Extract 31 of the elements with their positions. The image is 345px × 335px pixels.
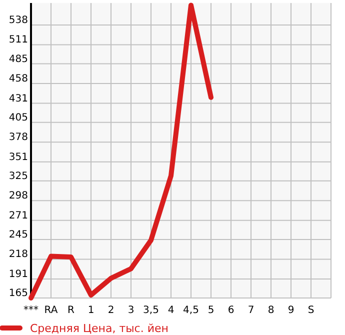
x-tick-label: 9 (288, 305, 294, 316)
y-tick-label: 431 (8, 93, 28, 104)
x-tick-label: R (68, 305, 75, 316)
y-tick-label: 271 (8, 210, 28, 222)
legend-label: Средняя Цена, тыс. йен (30, 322, 168, 335)
x-tick-label: 7 (248, 305, 254, 316)
x-tick-label: 4 (168, 305, 174, 316)
x-tick-label: *** (24, 305, 38, 316)
x-tick-label: 1 (88, 305, 94, 316)
x-tick-label: 3 (128, 305, 134, 316)
y-tick-label: 298 (8, 190, 28, 202)
y-tick-label: 485 (8, 54, 28, 65)
y-tick-label: 351 (8, 152, 28, 163)
y-tick-label: 218 (8, 249, 28, 260)
y-tick-label: 538 (8, 14, 28, 26)
y-tick-label: 458 (8, 74, 28, 85)
y-tick-label: 165 (8, 288, 28, 299)
x-tick-label: 8 (268, 305, 274, 316)
y-tick-label: 405 (8, 112, 28, 124)
x-tick-label: 3,5 (143, 305, 159, 316)
x-tick-label: 5 (208, 305, 214, 316)
y-tick-label: 245 (8, 229, 28, 240)
x-tick-label: S (308, 305, 314, 316)
y-tick-label: 325 (8, 170, 28, 182)
y-tick-label: 191 (8, 268, 28, 280)
y-tick-label: 511 (8, 34, 28, 46)
x-tick-label: 2 (108, 305, 114, 316)
x-tick-label: 4,5 (183, 305, 199, 316)
y-tick-label: 378 (8, 132, 28, 144)
x-tick-label: RA (44, 305, 58, 316)
x-tick-label: 6 (228, 305, 234, 316)
